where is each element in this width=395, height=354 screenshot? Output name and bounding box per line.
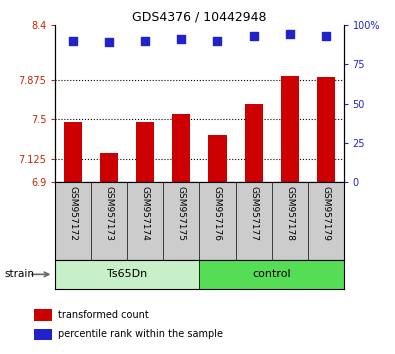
Point — [106, 39, 113, 45]
Bar — [64, 122, 82, 182]
Bar — [100, 153, 118, 182]
Bar — [55, 260, 199, 289]
Text: GSM957178: GSM957178 — [285, 186, 294, 241]
Text: percentile rank within the sample: percentile rank within the sample — [58, 330, 224, 339]
Text: GSM957177: GSM957177 — [249, 186, 258, 241]
Text: GSM957175: GSM957175 — [177, 186, 186, 241]
Text: transformed count: transformed count — [58, 310, 149, 320]
Point — [70, 38, 77, 44]
Point — [322, 33, 329, 39]
Point — [250, 33, 257, 39]
Text: Ts65Dn: Ts65Dn — [107, 269, 147, 279]
Point — [142, 38, 149, 44]
Bar — [317, 77, 335, 182]
Text: GSM957173: GSM957173 — [105, 186, 114, 241]
Bar — [34, 329, 51, 340]
Bar — [173, 114, 190, 182]
Text: control: control — [252, 269, 291, 279]
Bar — [199, 260, 344, 289]
Point — [214, 38, 221, 44]
Bar — [34, 309, 51, 321]
Bar — [136, 122, 154, 182]
Bar — [209, 135, 226, 182]
Bar — [245, 103, 263, 182]
Point — [178, 36, 184, 42]
Title: GDS4376 / 10442948: GDS4376 / 10442948 — [132, 11, 267, 24]
Text: GSM957176: GSM957176 — [213, 186, 222, 241]
Bar — [280, 76, 299, 182]
Text: GSM957179: GSM957179 — [321, 186, 330, 241]
Text: GSM957174: GSM957174 — [141, 186, 150, 241]
Point — [286, 32, 293, 37]
Text: GSM957172: GSM957172 — [69, 186, 78, 241]
Text: strain: strain — [4, 269, 34, 279]
